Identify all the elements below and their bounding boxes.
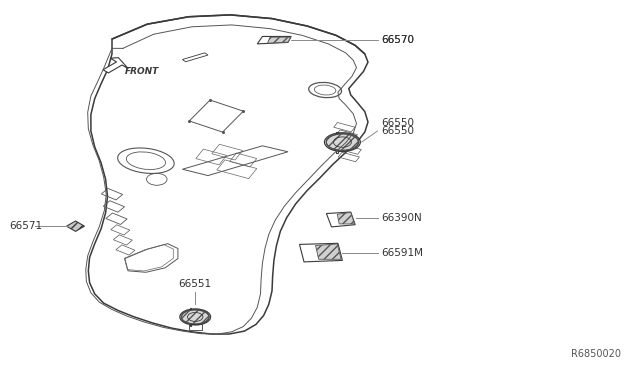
Text: R6850020: R6850020: [571, 349, 621, 359]
Text: 66570: 66570: [381, 35, 415, 45]
Text: 66570: 66570: [381, 35, 414, 45]
Bar: [189, 324, 202, 330]
Polygon shape: [337, 212, 355, 224]
Text: 66550: 66550: [381, 118, 414, 128]
Ellipse shape: [181, 310, 209, 324]
Text: FRONT: FRONT: [125, 67, 159, 76]
Polygon shape: [316, 244, 341, 259]
Ellipse shape: [326, 134, 358, 150]
Polygon shape: [103, 58, 129, 73]
Polygon shape: [268, 37, 291, 43]
Text: 66551: 66551: [179, 279, 212, 289]
Polygon shape: [67, 221, 84, 231]
Text: 66390N: 66390N: [381, 214, 422, 223]
Text: 66571: 66571: [9, 221, 42, 231]
Text: 66550: 66550: [381, 126, 414, 136]
Text: 66591M: 66591M: [381, 248, 424, 257]
